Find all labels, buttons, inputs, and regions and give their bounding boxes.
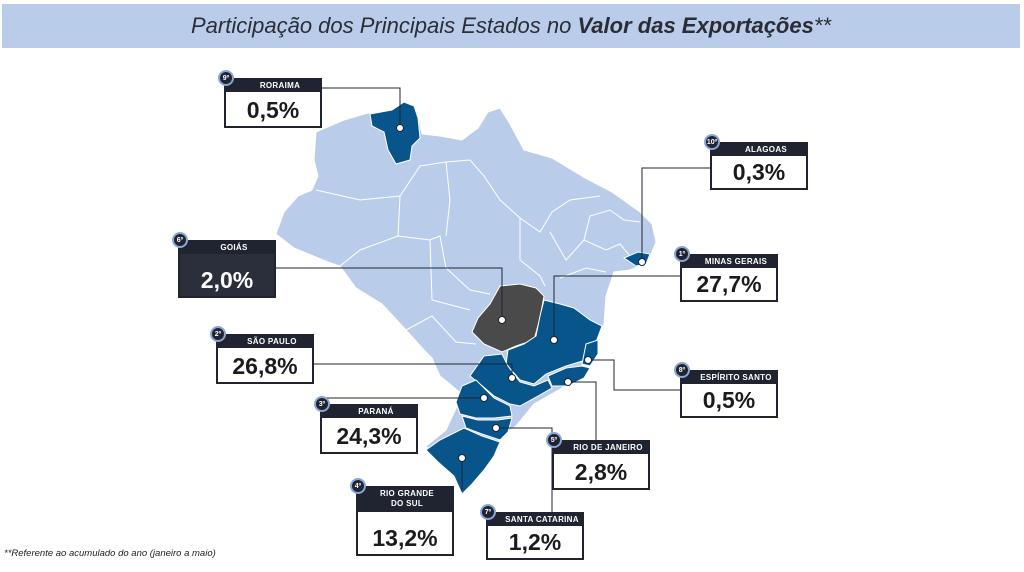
roraima-shape [369, 101, 421, 165]
state-card-value: 26,8% [232, 353, 298, 379]
state-card-rio-de-janeiro: RIO DE JANEIRO 5º 2,8% [546, 432, 650, 490]
rank-badge: 5º [546, 432, 562, 448]
rank-badge: 9º [218, 70, 234, 86]
state-card-sao-paulo: SÃO PAULO 2º 26,8% [210, 326, 314, 384]
goias-shape [471, 283, 545, 353]
state-card-name: RIO DE JANEIRO [552, 440, 650, 454]
state-card-value: 1,2% [508, 529, 562, 555]
rio-de-janeiro-shape [547, 365, 591, 387]
rank-badge: 1º [674, 246, 690, 262]
page-title: Participação dos Principais Estados no V… [2, 4, 1020, 48]
state-card-value: 0,5% [246, 97, 300, 123]
title-bold: Valor das Exportações [577, 13, 814, 38]
rank-badge: 6º [172, 232, 188, 248]
rank-badge: 8º [674, 362, 690, 378]
state-card-value: 2,8% [574, 459, 628, 485]
title-suffix: ** [813, 13, 831, 38]
brazil-outline [275, 101, 657, 493]
state-card-name: ALAGOAS [710, 142, 808, 156]
state-card-name: RORAIMA [224, 78, 322, 92]
rank-badge: 3º [314, 396, 330, 412]
state-card-value: 0,5% [702, 387, 756, 413]
santa-catarina-shape [461, 415, 513, 441]
marker-dots [396, 124, 646, 462]
title-prefix: Participação dos Principais Estados no [191, 13, 572, 38]
state-card-name: MINAS GERAIS [680, 254, 778, 268]
state-borders [315, 159, 641, 345]
state-card-name: SANTA CATARINA [486, 512, 584, 526]
state-card-parana: PARANÁ 3º 24,3% [314, 396, 418, 454]
state-card-name: GOIÁS [178, 240, 276, 254]
state-card-value: 2,0% [200, 267, 254, 293]
state-card-espirito-santo: ESPÍRITO SANTO 8º 0,5% [674, 362, 778, 418]
rank-badge: 7º [480, 504, 496, 520]
rank-badge: 2º [210, 326, 226, 342]
state-card-goias: GOIÁS 6º 2,0% [172, 232, 276, 298]
state-card-santa-catarina: SANTA CATARINA 7º 1,2% [480, 504, 584, 560]
footnote: **Referente ao acumulado do ano (janeiro… [4, 548, 216, 559]
state-card-value: 27,7% [696, 271, 762, 297]
state-card-alagoas: ALAGOAS 10º 0,3% [704, 134, 808, 190]
state-card-value: 0,3% [732, 159, 786, 185]
state-card-value: 24,3% [336, 423, 402, 449]
state-card-name: PARANÁ [320, 404, 418, 418]
state-card-roraima: RORAIMA 9º 0,5% [218, 70, 322, 128]
rank-badge: 4º [350, 478, 366, 494]
state-card-name: SÃO PAULO [216, 334, 314, 348]
state-card-name: RIO GRANDE DO SUL [356, 486, 454, 512]
rank-badge: 10º [704, 134, 720, 150]
state-card-minas-gerais: MINAS GERAIS 1º 27,7% [674, 246, 778, 302]
state-card-name: ESPÍRITO SANTO [680, 370, 778, 384]
state-card-rio-grande-do-sul: RIO GRANDE DO SUL 4º 13,2% [350, 478, 454, 556]
state-card-value: 13,2% [372, 525, 438, 551]
